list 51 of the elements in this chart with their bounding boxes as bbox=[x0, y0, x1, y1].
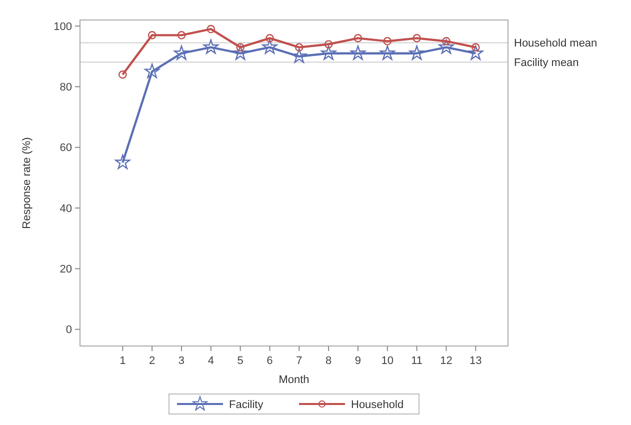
x-tick-label: 11 bbox=[411, 355, 423, 367]
point bbox=[350, 45, 366, 60]
x-tick-label: 10 bbox=[381, 355, 394, 367]
point bbox=[236, 43, 244, 52]
ref-line-label: Facility mean bbox=[514, 57, 579, 70]
point bbox=[471, 43, 480, 52]
x-tick-label: 5 bbox=[237, 355, 244, 367]
point bbox=[383, 37, 392, 46]
legend-label: Facility bbox=[229, 398, 264, 411]
x-tick-label: 6 bbox=[266, 355, 273, 367]
y-tick-label: 100 bbox=[54, 20, 72, 33]
x-tick-label: 12 bbox=[440, 355, 452, 367]
point bbox=[438, 39, 454, 54]
point bbox=[115, 154, 130, 170]
point bbox=[409, 45, 424, 60]
x-axis-title: Month bbox=[278, 374, 310, 386]
point bbox=[232, 45, 248, 60]
point bbox=[266, 34, 274, 42]
point bbox=[262, 39, 278, 54]
y-tick-label: 20 bbox=[60, 264, 72, 276]
x-tick-label: 7 bbox=[296, 355, 302, 367]
x-tick-label: 13 bbox=[470, 355, 482, 367]
point bbox=[203, 39, 218, 54]
point bbox=[118, 70, 127, 79]
point bbox=[412, 34, 421, 42]
x-tick-label: 4 bbox=[208, 355, 214, 367]
point bbox=[174, 45, 190, 60]
point bbox=[468, 45, 484, 60]
x-tick-label: 3 bbox=[178, 355, 185, 367]
point bbox=[144, 64, 160, 78]
y-tick-label: 0 bbox=[66, 324, 72, 336]
point bbox=[177, 31, 186, 40]
y-tick-label: 60 bbox=[60, 142, 72, 154]
legend-label: Household bbox=[351, 398, 404, 411]
x-tick-label: 9 bbox=[354, 355, 362, 367]
ref-line-label: Household mean bbox=[514, 38, 598, 50]
point bbox=[321, 45, 336, 60]
y-tick-label: 80 bbox=[60, 82, 72, 94]
y-tick-label: 40 bbox=[60, 202, 72, 215]
point bbox=[324, 40, 333, 48]
x-tick-label: 8 bbox=[326, 355, 332, 367]
point bbox=[292, 48, 307, 63]
y-axis-title: Response rate (%) bbox=[21, 137, 33, 229]
point bbox=[206, 24, 216, 34]
point bbox=[354, 34, 362, 42]
x-tick-label: 1 bbox=[120, 355, 126, 367]
x-tick-label: 2 bbox=[149, 355, 156, 367]
point bbox=[148, 31, 156, 40]
point bbox=[442, 37, 450, 46]
point bbox=[294, 43, 304, 52]
point bbox=[380, 45, 395, 60]
